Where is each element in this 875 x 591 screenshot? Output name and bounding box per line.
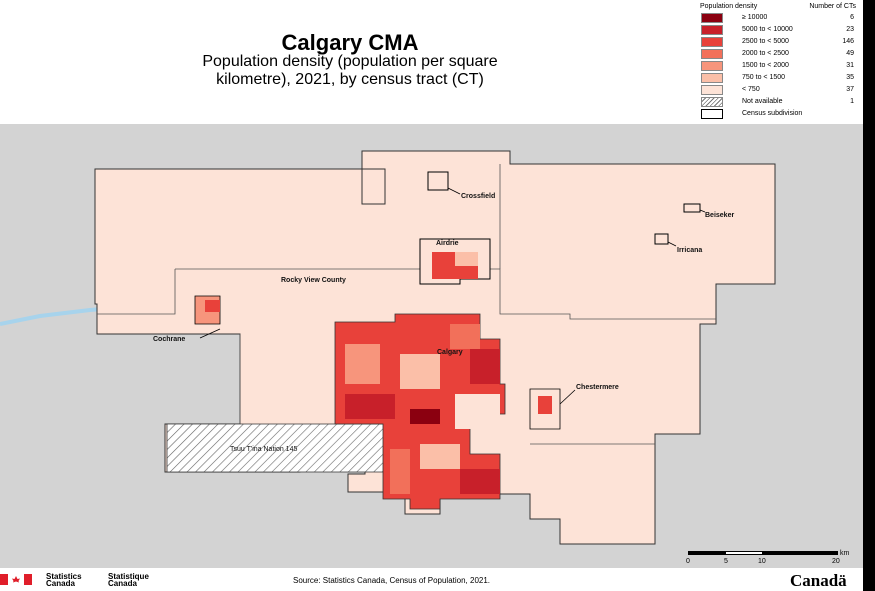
legend-class-label: 2500 to < 5000 xyxy=(742,38,789,45)
legend-class-count: 35 xyxy=(846,74,854,81)
legend-swatch xyxy=(701,49,723,59)
calgary-tract-group xyxy=(345,344,380,384)
legend-class-label: 1500 to < 2000 xyxy=(742,62,789,69)
legend-class-label: 2000 to < 2500 xyxy=(742,50,789,57)
legend-row: < 750 37 xyxy=(698,85,858,96)
map-header: Calgary CMA Population density (populati… xyxy=(0,0,863,123)
legend-class-count: 1 xyxy=(850,98,854,105)
legend-class-count: 6 xyxy=(850,14,854,21)
legend-class-count: 23 xyxy=(846,26,854,33)
scale-bar-segment xyxy=(688,551,838,555)
label-crossfield: Crossfield xyxy=(461,193,495,200)
footer: Statistics Canada Statistique Canada Sou… xyxy=(0,568,863,591)
calgary-tract-group xyxy=(460,469,500,494)
label-tsuu-tina-nation: Tsuu T'ina Nation 145 xyxy=(230,446,297,453)
statcan-fr-line2: Canada xyxy=(108,579,137,588)
crossfield-boundary xyxy=(427,171,449,191)
irricana-boundary xyxy=(654,233,669,245)
legend-row: 5000 to < 10000 23 xyxy=(698,25,858,36)
scale-bar-segment xyxy=(726,552,762,554)
legend-row: 750 to < 1500 35 xyxy=(698,73,858,84)
map-svg: Crossfield Beiseker Airdrie Irricana Roc… xyxy=(0,124,863,568)
source-note: Source: Statistics Canada, Census of Pop… xyxy=(293,576,491,585)
scale-tick-label: 10 xyxy=(758,558,766,565)
calgary-tract-group xyxy=(345,394,395,419)
legend-class-label: 5000 to < 10000 xyxy=(742,26,793,33)
statcan-en-line2: Canada xyxy=(46,579,75,588)
legend-row: Not available 1 xyxy=(698,97,858,108)
legend-row: Census subdivision xyxy=(698,109,858,120)
legend-class-count: 49 xyxy=(846,50,854,57)
leader-line xyxy=(199,328,221,339)
leader-line xyxy=(559,389,576,405)
subdivision-line xyxy=(97,269,176,315)
legend-row: ≥ 10000 6 xyxy=(698,13,858,24)
legend-row: 1500 to < 2000 31 xyxy=(698,61,858,72)
scale-bar: 0 5 10 20 km xyxy=(686,550,850,565)
legend-class-count: 146 xyxy=(842,38,854,45)
label-rocky-view-county: Rocky View County xyxy=(281,277,346,284)
scale-unit-label: km xyxy=(840,550,850,557)
leader-line xyxy=(667,241,677,247)
cochrane-tracts xyxy=(205,300,220,312)
label-airdrie: Airdrie xyxy=(436,240,459,247)
calgary-tract-group xyxy=(420,444,460,469)
legend-swatch xyxy=(701,61,723,71)
legend-count-header: Number of CTs xyxy=(809,3,856,10)
calgary-tract-group xyxy=(400,354,440,389)
calgary-tract-group xyxy=(470,349,500,384)
scale-tick-label: 0 xyxy=(686,558,690,565)
calgary-tract-group xyxy=(410,409,440,424)
label-calgary: Calgary xyxy=(437,349,463,356)
label-irricana: Irricana xyxy=(677,247,702,254)
legend-row: 2500 to < 5000 146 xyxy=(698,37,858,48)
legend-swatch-hatch xyxy=(701,97,723,107)
legend-class-count: 37 xyxy=(846,86,854,93)
canada-flag-icon xyxy=(0,574,32,585)
legend-swatch xyxy=(701,37,723,47)
legend-class-label: < 750 xyxy=(742,86,760,93)
scale-tick-label: 5 xyxy=(724,558,728,565)
calgary-tract-group xyxy=(455,394,500,429)
legend-density-header: Population density xyxy=(700,3,758,10)
legend-row: 2000 to < 2500 49 xyxy=(698,49,858,60)
legend-class-count: 31 xyxy=(846,62,854,69)
legend-class-label: ≥ 10000 xyxy=(742,14,768,21)
label-chestermere: Chestermere xyxy=(576,384,619,391)
calgary-tract-group xyxy=(450,324,480,349)
legend-swatch xyxy=(701,85,723,95)
map-title: Calgary CMA xyxy=(281,30,419,55)
calgary-tract-group xyxy=(390,449,410,494)
label-cochrane: Cochrane xyxy=(153,336,185,343)
map-frame: Crossfield Beiseker Airdrie Irricana Roc… xyxy=(0,124,863,568)
statcan-en-line1: Statistics xyxy=(46,572,82,581)
map-subtitle-line1: Population density (population per squar… xyxy=(202,53,498,70)
legend-swatch-subdivision xyxy=(701,109,723,119)
legend-class-label: Not available xyxy=(742,98,783,105)
scale-tick-label: 20 xyxy=(832,558,840,565)
airdrie-tracts xyxy=(455,252,478,266)
legend-class-label: 750 to < 1500 xyxy=(742,74,786,81)
legend: Population density Number of CTs ≥ 10000… xyxy=(698,2,858,121)
statcan-fr-line1: Statistique xyxy=(108,572,149,581)
legend-swatch xyxy=(701,13,723,23)
beiseker-boundary xyxy=(683,203,701,213)
map-subtitle-line2: kilometre), 2021, by census tract (CT) xyxy=(216,71,484,88)
legend-swatch xyxy=(701,73,723,83)
leader-line xyxy=(699,209,706,213)
canada-wordmark: Canadä xyxy=(790,571,847,590)
leader-line xyxy=(447,187,461,195)
legend-subdivision-label: Census subdivision xyxy=(742,110,803,117)
label-beiseker: Beiseker xyxy=(705,212,734,219)
chestermere-tracts xyxy=(538,396,552,414)
legend-swatch xyxy=(701,25,723,35)
